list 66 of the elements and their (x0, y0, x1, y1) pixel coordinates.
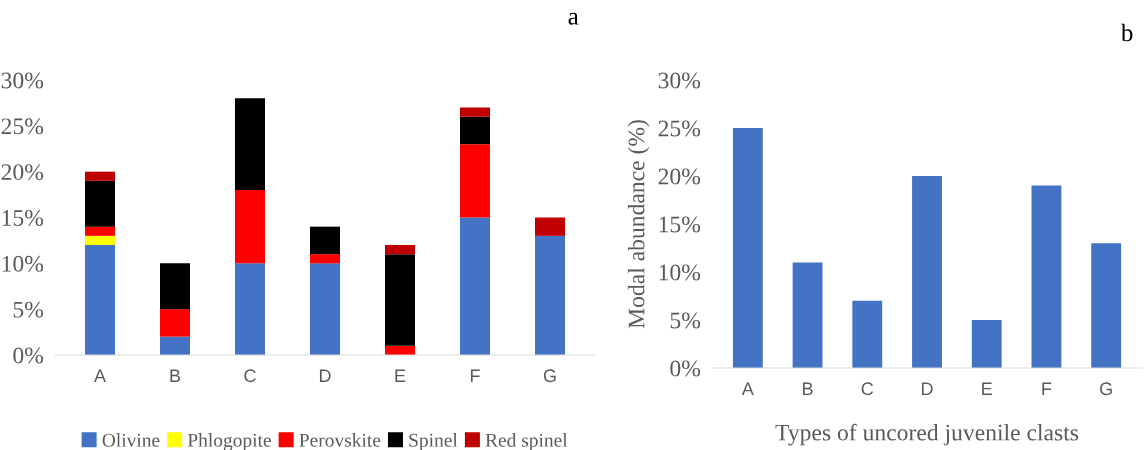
y-tick-label: 0% (13, 347, 44, 364)
bar (460, 116, 490, 145)
bar (535, 217, 565, 236)
bar (85, 226, 115, 236)
y-tick-label: 20% (1, 164, 44, 181)
legend-label: Olivine (102, 433, 160, 447)
x-tick-label: G (543, 369, 556, 383)
bar (792, 262, 823, 368)
bar (912, 176, 942, 368)
bar (160, 263, 190, 310)
legend-label: Perovskite (299, 433, 381, 447)
y-tick-label: 25% (1, 118, 44, 135)
x-tick-label: F (1042, 382, 1052, 395)
y-tick-label: 10% (2, 255, 44, 272)
y-tick-label: 5% (13, 301, 44, 318)
bar (85, 180, 115, 227)
chart-title: a (568, 12, 579, 25)
x-tick-label: D (319, 369, 331, 382)
bar (971, 320, 1002, 368)
x-axis-title: Types of uncored juvenile clasts (775, 423, 1079, 446)
bar (160, 309, 190, 337)
bar (732, 128, 763, 368)
bar (460, 107, 490, 117)
x-tick-label: E (982, 382, 992, 395)
bar (852, 300, 883, 368)
bar (460, 217, 490, 355)
legend-label: Phlogopite (187, 433, 271, 450)
x-tick-label: F (470, 369, 480, 382)
bar (235, 263, 265, 355)
bar (235, 98, 265, 190)
bar (385, 245, 415, 255)
bar (85, 171, 115, 181)
bar (535, 235, 565, 355)
bar (1091, 243, 1122, 368)
x-tick-label: C (244, 369, 256, 383)
y-tick-label: 15% (2, 209, 44, 226)
y-axis-title: Modal abundance (%) (627, 120, 650, 329)
x-tick-label: E (395, 369, 406, 382)
legend-label: Red spinel (485, 433, 568, 450)
y-tick-label: 30% (1, 72, 44, 89)
y-tick-label: 0% (670, 360, 701, 377)
bar (310, 254, 340, 264)
y-tick-label: 15% (659, 216, 701, 233)
y-tick-label: 25% (658, 120, 701, 137)
y-tick-label: 5% (670, 312, 701, 329)
bar (310, 226, 340, 255)
bar (85, 235, 115, 245)
x-tick-label: A (741, 382, 754, 395)
chart-title: b (1120, 23, 1133, 42)
y-tick-label: 20% (658, 168, 701, 185)
y-tick-label: 30% (658, 72, 701, 89)
bar (235, 190, 265, 264)
legend-label: Spinel (409, 433, 458, 450)
bar (1031, 185, 1062, 368)
x-tick-label: B (170, 369, 181, 382)
bar (385, 254, 415, 346)
bar (310, 263, 340, 355)
bar (460, 144, 490, 218)
x-tick-label: G (1100, 382, 1112, 396)
y-tick-label: 10% (659, 264, 701, 281)
x-tick-label: B (803, 382, 813, 395)
x-tick-label: C (861, 382, 874, 396)
bar (85, 245, 115, 355)
x-tick-label: A (94, 369, 106, 382)
x-tick-label: D (921, 382, 933, 395)
bar (160, 336, 190, 355)
